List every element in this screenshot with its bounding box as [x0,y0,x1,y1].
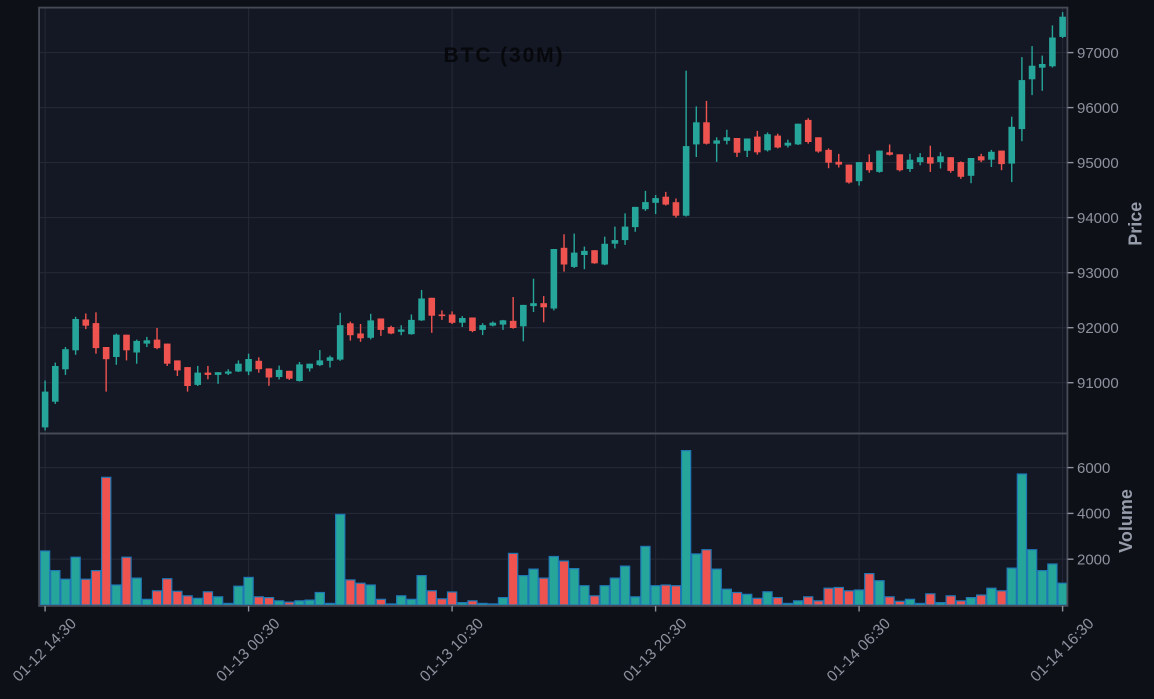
svg-text:95000: 95000 [1077,155,1119,172]
svg-text:93000: 93000 [1077,265,1119,282]
svg-text:Volume: Volume [1116,489,1136,553]
svg-text:96000: 96000 [1077,100,1119,117]
svg-text:97000: 97000 [1077,45,1119,62]
svg-text:92000: 92000 [1077,320,1119,337]
svg-text:2000: 2000 [1077,551,1110,568]
svg-text:91000: 91000 [1077,375,1119,392]
svg-text:Price: Price [1126,202,1146,246]
svg-text:BTC (30M): BTC (30M) [444,44,565,67]
svg-text:6000: 6000 [1077,460,1110,477]
svg-text:4000: 4000 [1077,506,1110,523]
svg-text:94000: 94000 [1077,210,1119,227]
